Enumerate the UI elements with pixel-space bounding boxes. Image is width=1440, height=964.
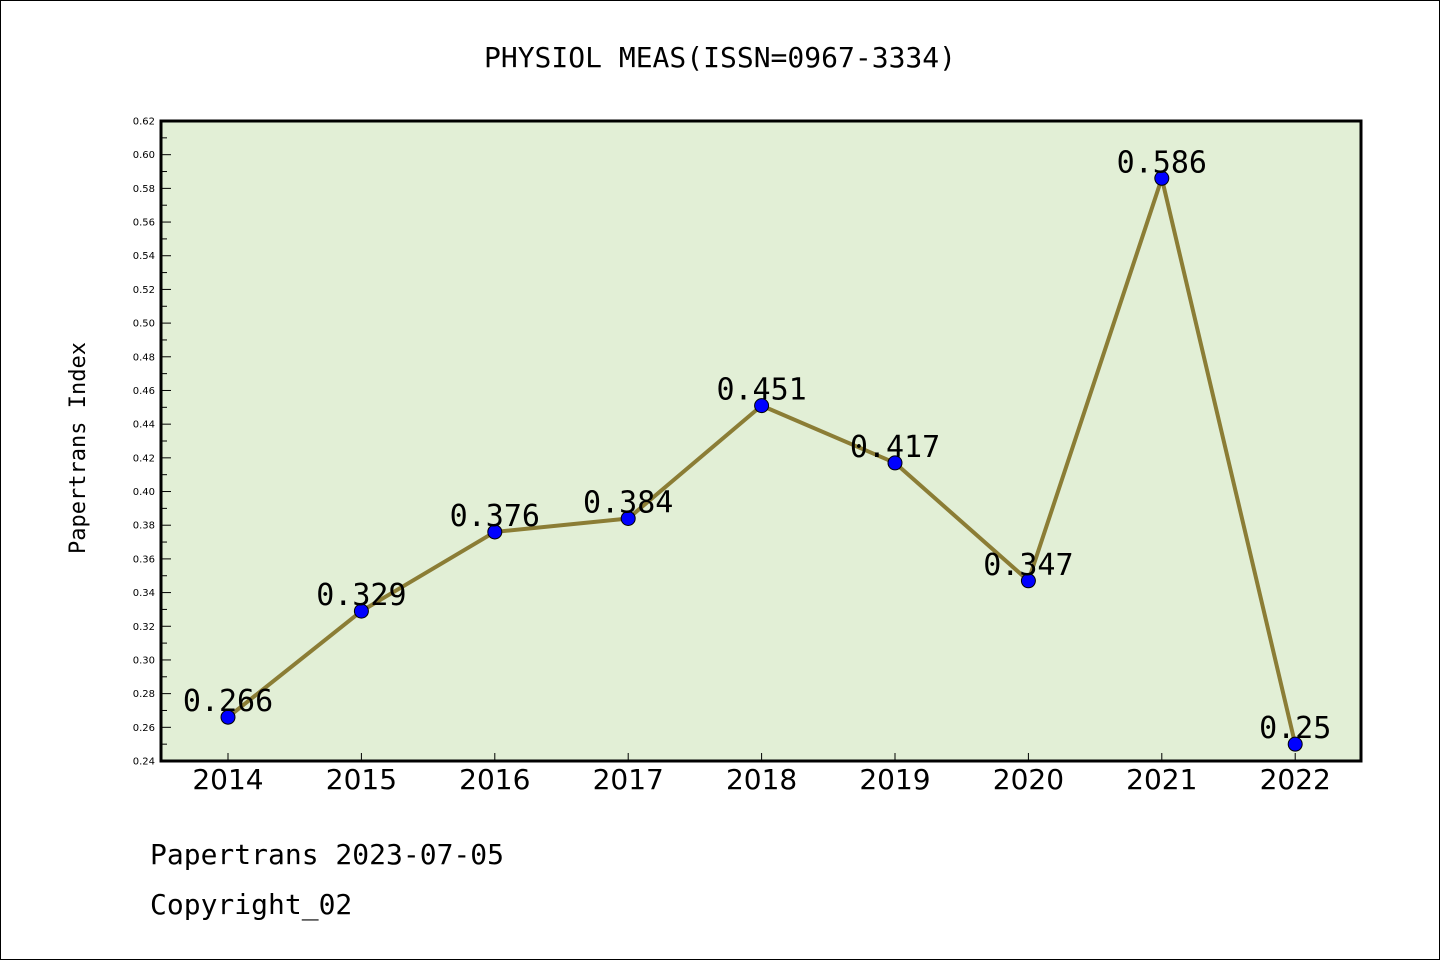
y-tick-label: 0.52 bbox=[133, 285, 155, 296]
data-label: 0.347 bbox=[983, 548, 1073, 583]
y-tick-label: 0.48 bbox=[133, 352, 155, 363]
y-tick-label: 0.50 bbox=[133, 319, 155, 330]
y-tick-label: 0.58 bbox=[133, 184, 155, 195]
y-tick-label: 0.32 bbox=[133, 622, 155, 633]
data-label: 0.25 bbox=[1259, 711, 1331, 746]
data-label: 0.266 bbox=[183, 684, 273, 719]
y-tick-label: 0.40 bbox=[133, 487, 155, 498]
y-tick-label: 0.26 bbox=[133, 723, 155, 734]
y-tick-label: 0.24 bbox=[133, 757, 155, 768]
y-tick-label: 0.38 bbox=[133, 521, 155, 532]
x-tick-label: 2022 bbox=[1260, 763, 1331, 796]
data-labels: 0.266 0.329 0.376 0.384 0.451 0.417 0.347 0.586… bbox=[183, 145, 1331, 746]
x-tick-label: 2018 bbox=[726, 763, 797, 796]
data-point bbox=[620, 510, 636, 526]
y-axis-label: Papertrans Index bbox=[66, 342, 91, 554]
x-tick-label: 2017 bbox=[593, 763, 664, 796]
x-axis: 2014 2015 2016 2017 2018 2019 2020 2021 2022 bbox=[192, 753, 1331, 796]
data-label: 0.417 bbox=[850, 430, 940, 465]
y-tick-label: 0.30 bbox=[133, 655, 155, 666]
chart-title: PHYSIOL MEAS(ISSN=0967-3334) bbox=[484, 41, 956, 74]
footer-copyright: Copyright_02 bbox=[150, 888, 352, 922]
x-tick-label: 2015 bbox=[326, 763, 397, 796]
footer-date: Papertrans 2023-07-05 bbox=[150, 838, 504, 871]
x-tick-label: 2014 bbox=[192, 763, 263, 796]
x-tick-label: 2019 bbox=[859, 763, 930, 796]
data-label: 0.384 bbox=[583, 485, 673, 520]
y-tick-label: 0.56 bbox=[133, 218, 155, 229]
data-label: 0.451 bbox=[716, 373, 806, 408]
series-papertrans-index bbox=[220, 170, 1303, 752]
plot-border bbox=[159, 119, 1363, 763]
data-point bbox=[353, 603, 369, 619]
y-tick-label: 0.34 bbox=[133, 588, 155, 599]
y-tick-label: 0.42 bbox=[133, 453, 155, 464]
data-point bbox=[487, 524, 503, 540]
data-point bbox=[1287, 736, 1303, 752]
y-tick-label: 0.44 bbox=[133, 420, 155, 431]
y-axis: 0.24 0.26 0.28 0.30 0.32 0.34 0.36 0.38 0.40 0.42… bbox=[133, 117, 171, 768]
data-label: 0.376 bbox=[450, 499, 540, 534]
y-tick-label: 0.54 bbox=[133, 251, 155, 262]
x-tick-label: 2020 bbox=[993, 763, 1064, 796]
data-point bbox=[220, 709, 236, 725]
data-point bbox=[1154, 170, 1170, 186]
y-tick-label: 0.28 bbox=[133, 689, 155, 700]
x-tick-label: 2016 bbox=[459, 763, 530, 796]
y-tick-label: 0.36 bbox=[133, 554, 155, 565]
data-point bbox=[1020, 573, 1036, 589]
data-point bbox=[887, 455, 903, 471]
y-tick-label: 0.62 bbox=[133, 117, 155, 128]
data-label: 0.586 bbox=[1117, 145, 1207, 180]
data-point bbox=[754, 398, 770, 414]
plot-area bbox=[161, 121, 1361, 761]
y-tick-label: 0.60 bbox=[133, 150, 155, 161]
y-tick-label: 0.46 bbox=[133, 386, 155, 397]
x-tick-label: 2021 bbox=[1126, 763, 1197, 796]
data-label: 0.329 bbox=[316, 578, 406, 613]
